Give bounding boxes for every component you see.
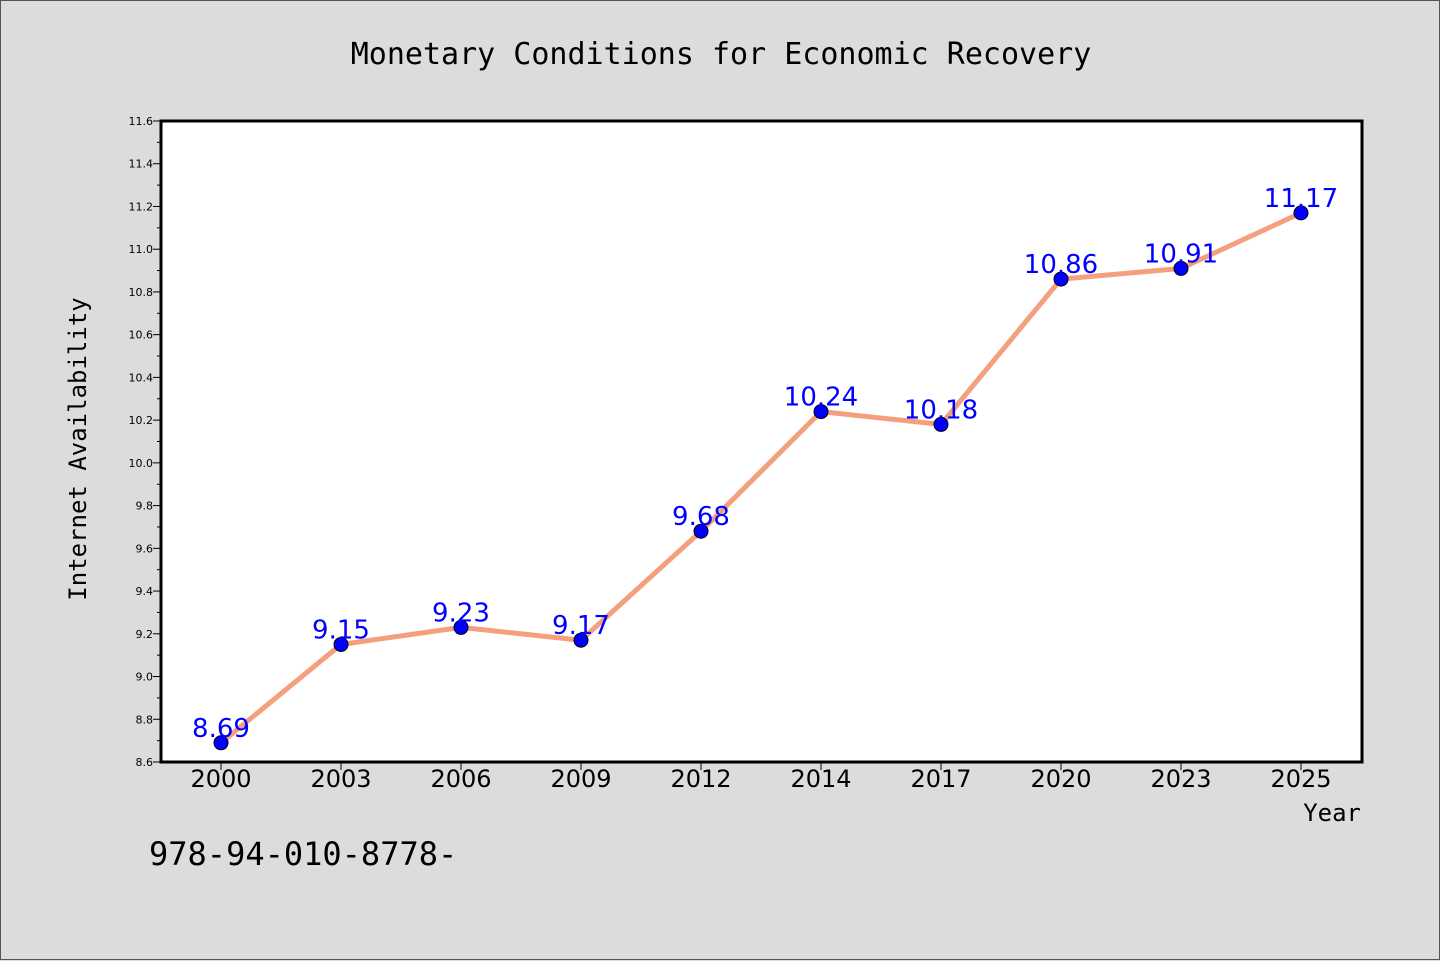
data-label: 9.15 [312,615,370,645]
x-tick-label: 2014 [790,765,851,793]
data-point [1293,205,1309,221]
x-tick-label: 2003 [310,765,371,793]
data-point [213,735,229,751]
data-label: 11.17 [1264,184,1338,214]
y-tick-label: 11.0 [129,243,154,256]
y-tick-label: 11.2 [129,200,154,213]
data-label: 10.24 [784,383,858,413]
y-tick-label: 10.0 [129,457,154,470]
x-tick-label: 2012 [670,765,731,793]
y-tick-label: 11.6 [129,115,154,128]
y-tick-label: 10.2 [129,414,154,427]
data-point [573,632,589,648]
series-layer: 8.69 9.15 9.23 9.17 9.68 10.24 10.18 10.86 10.91… [192,184,1338,751]
y-tick-label: 10.4 [129,371,154,384]
y-axis-label: Internet Availability [64,297,92,600]
data-label: 9.17 [552,611,610,641]
y-tick-label: 9.6 [136,542,154,555]
data-label: 10.18 [904,395,978,425]
x-tick-label: 2020 [1030,765,1091,793]
data-label: 8.69 [192,714,250,744]
data-point [1173,260,1189,276]
y-tick-label: 9.0 [136,671,154,684]
x-tick-label: 2025 [1270,765,1331,793]
y-tick-label: 9.2 [136,628,154,641]
y-tick-label: 10.8 [129,286,154,299]
chart-title: Monetary Conditions for Economic Recover… [351,37,1092,72]
data-point [1053,271,1069,287]
data-label: 10.86 [1024,250,1098,280]
x-tick-label: 2023 [1150,765,1211,793]
data-point [333,636,349,652]
y-axis: 8.6 8.8 9.0 9.2 9.4 9.6 9.8 10.0 10.2 10.4 10.6 10.… [129,115,161,769]
x-axis-label: Year [1303,799,1361,827]
x-tick-label: 2009 [550,765,611,793]
data-label: 9.68 [672,502,730,532]
data-point [813,404,829,420]
y-tick-label: 11.4 [129,158,154,171]
series-line [219,210,1303,745]
x-tick-label: 2017 [910,765,971,793]
data-point [933,416,949,432]
y-tick-label: 10.6 [129,329,154,342]
plot-area [159,119,1364,764]
data-label: 9.23 [432,598,490,628]
data-label: 10.91 [1144,239,1218,269]
y-tick-label: 9.8 [136,500,154,513]
isbn-annotation: 978-94-010-8778- [149,835,457,873]
y-tick-label: 8.8 [136,713,154,726]
data-point [453,619,469,635]
x-tick-label: 2000 [190,765,251,793]
x-tick-label: 2006 [430,765,491,793]
x-axis: 2000 2003 2006 2009 2012 2014 2017 2020 2023 2025 [190,762,1332,793]
data-point [693,523,709,539]
y-tick-label: 8.6 [136,756,154,769]
y-tick-label: 9.4 [136,585,154,598]
